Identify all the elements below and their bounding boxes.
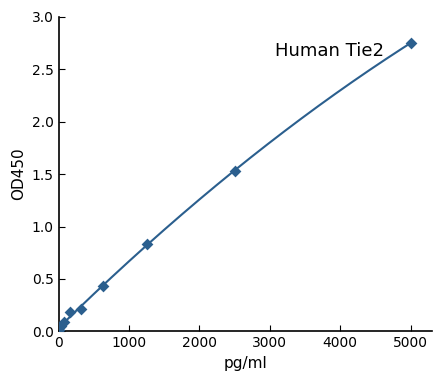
- Point: [58, 323, 65, 329]
- Point: [143, 241, 150, 248]
- Point: [55, 327, 62, 333]
- Point: [231, 168, 238, 174]
- Point: [61, 319, 68, 325]
- Y-axis label: OD450: OD450: [11, 148, 26, 200]
- Point: [407, 40, 414, 46]
- Point: [77, 306, 84, 312]
- Point: [99, 283, 106, 290]
- Text: Human Tie2: Human Tie2: [275, 42, 384, 60]
- X-axis label: pg/ml: pg/ml: [223, 356, 267, 371]
- Point: [66, 309, 73, 315]
